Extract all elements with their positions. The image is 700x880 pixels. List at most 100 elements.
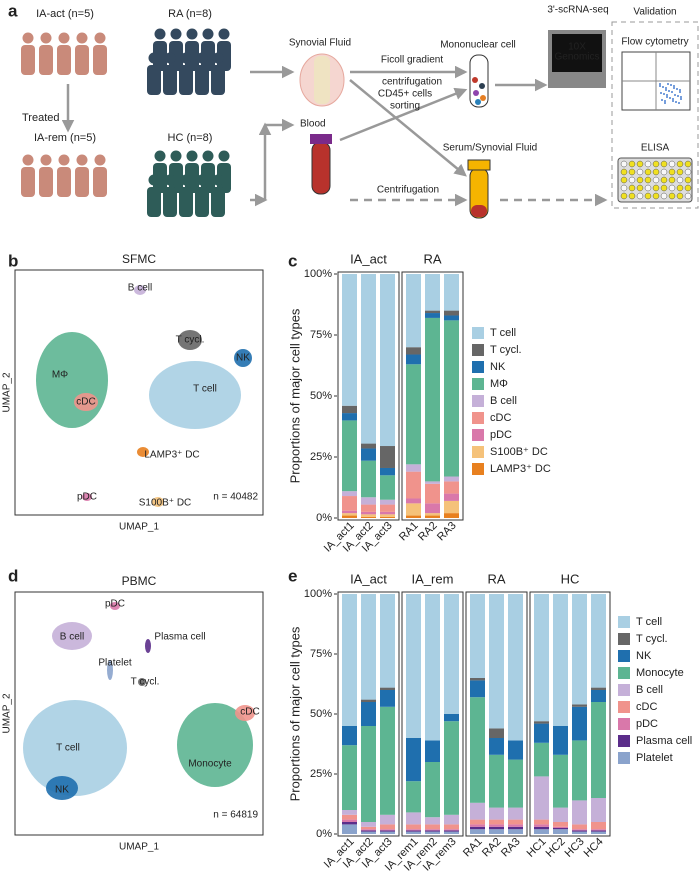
person-body — [195, 187, 209, 217]
bar-segment — [553, 828, 568, 830]
label: RA — [423, 251, 441, 266]
bar-segment — [572, 800, 587, 825]
person-body — [57, 167, 71, 197]
cell-cluster — [149, 361, 241, 429]
bar-segment — [572, 829, 587, 831]
bar-segment — [406, 781, 421, 813]
person-body — [153, 41, 167, 71]
label: 25% — [310, 768, 332, 780]
bar-segment — [508, 740, 523, 760]
elisa-well — [620, 192, 628, 200]
bar-segment — [508, 819, 523, 825]
label: HC4 — [582, 836, 606, 860]
bar-segment — [342, 745, 357, 810]
legend-swatch — [472, 378, 484, 390]
bar-segment — [444, 274, 459, 311]
bar-segment — [534, 721, 549, 724]
label: Centrifugation — [377, 185, 439, 196]
bar-segment — [444, 315, 459, 321]
label: pDC — [77, 492, 97, 503]
bar-segment — [591, 702, 606, 798]
legend-swatch — [618, 616, 630, 628]
label: pDC — [490, 429, 512, 441]
flow-dot — [664, 102, 666, 104]
person-body — [21, 45, 35, 75]
label: UMAP_2 — [2, 693, 13, 733]
person-body — [39, 45, 53, 75]
bar-segment — [342, 491, 357, 497]
person-body — [179, 187, 193, 217]
elisa-well — [676, 160, 684, 168]
bar-segment — [406, 812, 421, 825]
bar-segment — [406, 594, 421, 738]
label: IA-act (n=5) — [36, 8, 94, 20]
label: RA1 — [461, 836, 485, 860]
bar-segment — [591, 829, 606, 831]
bar-segment — [553, 594, 568, 726]
bar-segment — [591, 830, 606, 832]
bar-segment — [553, 822, 568, 827]
flow-dot — [668, 90, 670, 92]
bar-segment — [380, 467, 395, 476]
flow-dot — [659, 85, 661, 87]
person-body — [163, 65, 177, 95]
arrow — [339, 87, 468, 142]
flow-dot — [660, 92, 662, 94]
label: Ficoll gradient — [381, 55, 443, 66]
label: HC1 — [525, 836, 549, 860]
bar-segment — [508, 594, 523, 741]
arrow — [349, 79, 467, 177]
label: 50% — [310, 708, 332, 720]
label: S100B⁺ DC — [490, 446, 548, 458]
bar-segment — [425, 824, 440, 830]
elisa-well — [636, 176, 644, 184]
elisa-well — [644, 176, 652, 184]
blood-tube — [311, 141, 331, 195]
label: NK — [490, 361, 506, 373]
bar-segment — [406, 831, 421, 834]
bar-segment — [406, 464, 421, 472]
bar-segment — [489, 826, 504, 830]
label: MΦ — [490, 378, 508, 390]
bar-segment — [342, 819, 357, 822]
elisa-well — [644, 160, 652, 168]
label: B cell — [128, 283, 152, 294]
label: Monocyte — [188, 759, 232, 770]
bar-segment — [380, 511, 395, 515]
label: Platelet — [636, 752, 673, 764]
legend-swatch — [472, 361, 484, 373]
person-head — [148, 52, 160, 64]
bar-segment — [444, 721, 459, 815]
bar-segment — [534, 776, 549, 820]
bar-segment — [508, 759, 523, 808]
bar-segment — [342, 274, 357, 406]
elisa-well — [636, 160, 644, 168]
cell-cluster — [235, 705, 255, 721]
label: NK — [236, 353, 250, 364]
person-head — [94, 32, 106, 44]
person-body — [211, 187, 225, 217]
label: Plasma cell — [636, 735, 692, 747]
bar-segment — [572, 824, 587, 830]
person-head — [58, 32, 70, 44]
cell-cluster — [107, 660, 113, 680]
label: pDC — [636, 718, 658, 730]
bar-segment — [470, 819, 485, 825]
bar-segment — [425, 481, 440, 484]
label: LAMP3⁺ DC — [490, 463, 551, 475]
elisa-well — [660, 176, 668, 184]
cell-dot — [473, 90, 479, 96]
bar-segment — [425, 503, 440, 514]
bar-segment — [591, 798, 606, 822]
bar-segment — [425, 829, 440, 831]
bar-segment — [534, 742, 549, 777]
bar-segment — [470, 680, 485, 698]
tube-cap — [310, 134, 332, 144]
flow-dot — [679, 89, 681, 91]
person-head — [196, 52, 208, 64]
bar-segment — [342, 513, 357, 516]
label: RA2 — [480, 836, 504, 860]
label: HC2 — [544, 836, 568, 860]
bar-segment — [342, 510, 357, 514]
